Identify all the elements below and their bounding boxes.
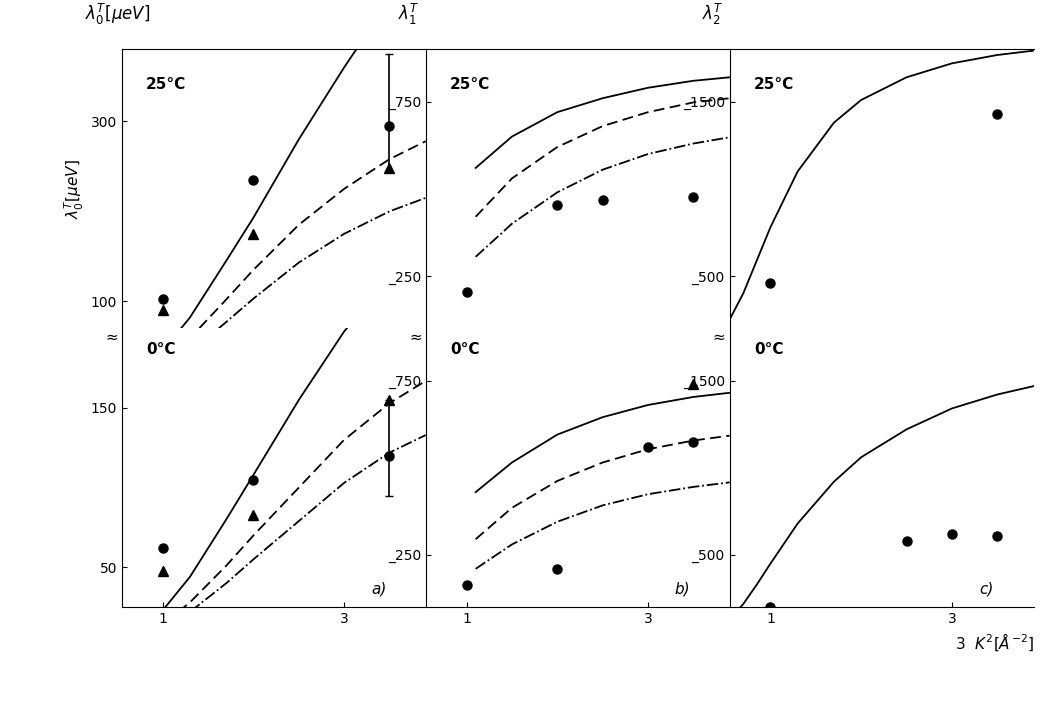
Text: c): c) [978,581,993,596]
Text: a): a) [371,581,387,596]
Text: $\lambda_2^T$: $\lambda_2^T$ [853,334,876,359]
Text: 25°C: 25°C [450,77,491,92]
Text: $3\ \ K^2[\AA^{-2}]$: $3\ \ K^2[\AA^{-2}]$ [954,632,1034,653]
Text: $\approx$: $\approx$ [407,329,423,344]
Text: 0°C: 0°C [450,342,479,357]
Text: $\lambda_2^T$: $\lambda_2^T$ [702,2,724,27]
Text: $\lambda_1^T$: $\lambda_1^T$ [398,2,420,27]
Text: 0°C: 0°C [146,342,176,357]
Text: b): b) [675,581,690,596]
Text: $\lambda_0^T[\mu eV]$: $\lambda_0^T[\mu eV]$ [86,2,151,27]
Y-axis label: $\lambda_0^T[\mu eV]$: $\lambda_0^T[\mu eV]$ [64,159,87,219]
Text: $\approx$: $\approx$ [710,329,726,344]
Text: $\approx$: $\approx$ [103,329,119,344]
Text: 0°C: 0°C [754,342,783,357]
Text: 25°C: 25°C [146,77,187,92]
Text: 25°C: 25°C [754,77,794,92]
Text: $\lambda_1^T$: $\lambda_1^T$ [550,334,571,359]
